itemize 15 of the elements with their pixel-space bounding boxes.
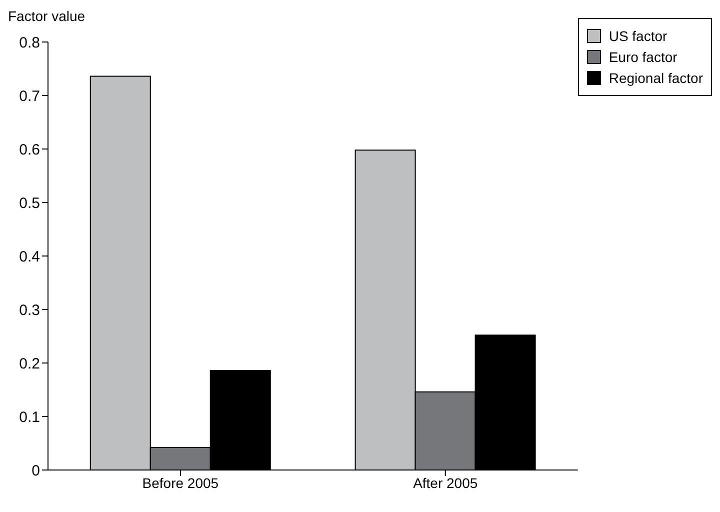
y-tick-label: 0.3 (19, 302, 40, 319)
y-tick-label: 0.4 (19, 248, 40, 266)
legend-label: Regional factor (608, 70, 703, 86)
y-tick-label: 0.6 (19, 141, 40, 158)
y-tick-label: 0.5 (19, 194, 40, 212)
y-tick-label: 0.8 (19, 34, 40, 52)
y-tick-label: 0.2 (19, 355, 40, 372)
y-tick-label: 0 (32, 462, 40, 480)
y-tick-label: 0.7 (19, 88, 40, 105)
y-tick-label: 0.1 (19, 408, 40, 426)
x-tick-label: After 2005 (413, 474, 478, 491)
y-axis-title: Factor value (8, 8, 86, 24)
legend-label: US factor (608, 28, 668, 44)
x-tick-label: Before 2005 (142, 474, 219, 491)
legend-label: Euro factor (608, 49, 678, 65)
